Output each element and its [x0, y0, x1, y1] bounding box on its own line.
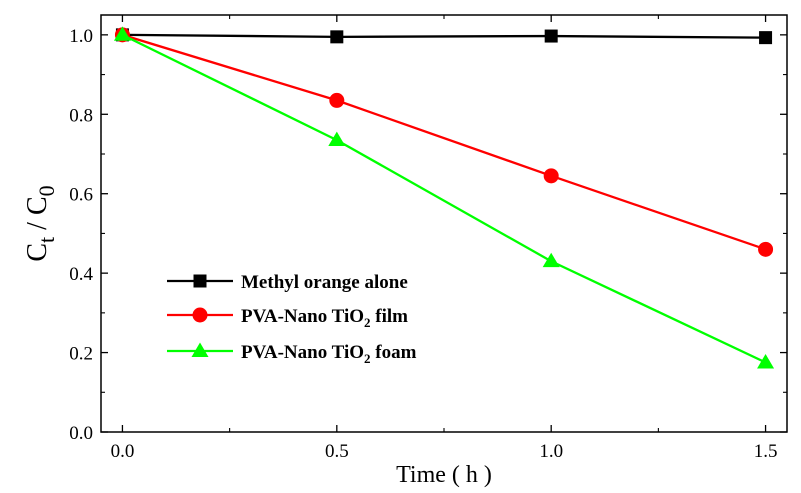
- x-tick-label: 0.0: [111, 441, 135, 462]
- legend-label: PVA-Nano TiO2 film: [241, 306, 408, 330]
- x-tick-label: 1.0: [539, 441, 563, 462]
- data-point: [544, 29, 558, 43]
- y-tick-label: 0.6: [69, 185, 93, 206]
- data-point: [759, 31, 773, 45]
- legend-entry: Methyl orange alone: [167, 272, 408, 293]
- y-tick-label: 0.0: [69, 423, 93, 444]
- series-layer: [113, 26, 775, 369]
- plot-border: [100, 14, 788, 433]
- x-tick-label: 1.5: [754, 441, 778, 462]
- series-line: [122, 33, 766, 39]
- x-tick-label: 0.5: [325, 441, 349, 462]
- series-circle: [114, 27, 774, 257]
- series-line: [122, 33, 766, 251]
- x-axis-title: Time ( h ): [396, 462, 492, 488]
- data-point: [328, 131, 346, 147]
- axis-ticks: 0.0 0.5 1.0 1.5 0.0 0.2 0.4 0.6 0.8 1.0: [69, 15, 787, 462]
- data-point: [543, 168, 559, 184]
- legend-entry: PVA-Nano TiO2 foam: [167, 342, 417, 366]
- legend-marker: [192, 307, 208, 323]
- series-triangle: [113, 26, 775, 369]
- legend-label: PVA-Nano TiO2 foam: [241, 342, 417, 366]
- y-tick-label: 0.2: [69, 344, 93, 365]
- data-point: [113, 26, 131, 41]
- data-point: [329, 92, 345, 108]
- data-point: [542, 252, 560, 268]
- legend-label: Methyl orange alone: [241, 272, 408, 293]
- legend: Methyl orange alone PVA-Nano TiO2 film PVA…: [167, 272, 417, 366]
- legend-entry: PVA-Nano TiO2 film: [167, 306, 408, 330]
- legend-marker: [191, 342, 209, 357]
- y-tick-label: 0.4: [69, 264, 93, 285]
- y-tick-label: 0.8: [69, 105, 93, 126]
- data-point: [757, 354, 775, 369]
- data-point: [330, 30, 344, 44]
- axis-titles: Time ( h ) Ct / C0: [22, 185, 492, 488]
- y-tick-label: 1.0: [69, 26, 93, 47]
- series-line: [121, 33, 767, 364]
- y-axis-title: Ct / C0: [22, 185, 59, 261]
- series-square: [115, 28, 773, 45]
- legend-marker: [193, 274, 207, 288]
- plot-frame: [100, 14, 788, 433]
- data-point: [758, 241, 774, 257]
